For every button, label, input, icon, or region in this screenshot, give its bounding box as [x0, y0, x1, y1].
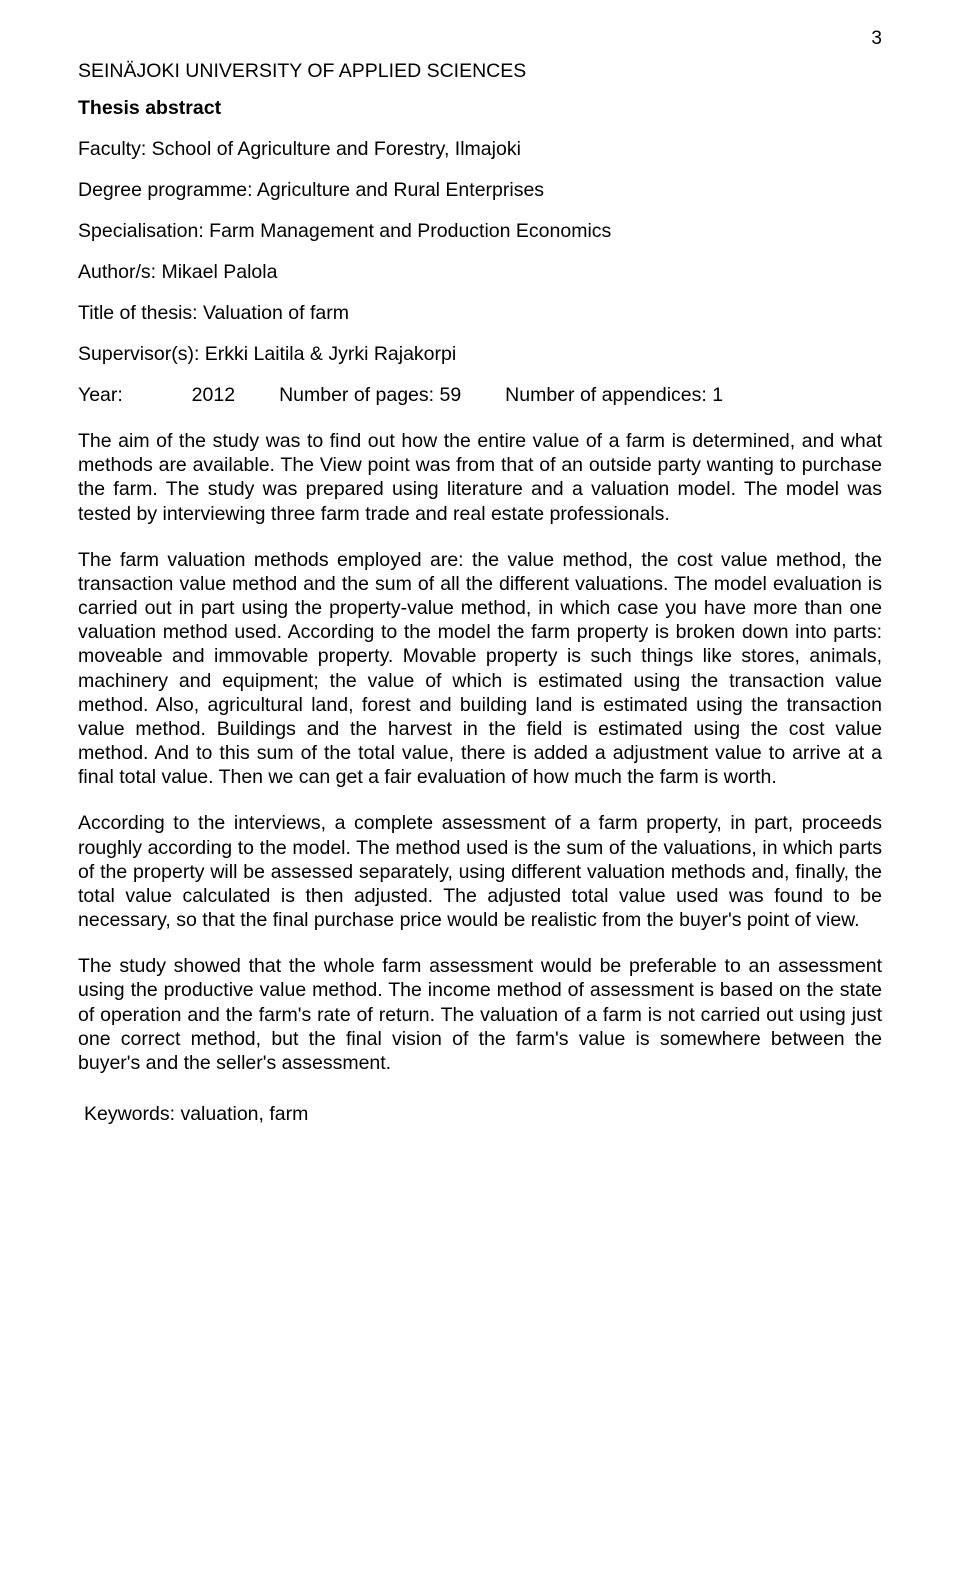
abstract-paragraph-2: The farm valuation methods employed are:… [78, 548, 882, 790]
year-label: Year: [78, 384, 123, 406]
year-cell: Year: 2012 [78, 384, 235, 407]
university-name: SEINÄJOKI UNIVERSITY OF APPLIED SCIENCES [78, 60, 882, 83]
thesis-abstract-heading: Thesis abstract [78, 97, 882, 120]
faculty-line: Faculty: School of Agriculture and Fores… [78, 138, 882, 161]
keywords-line: Keywords: valuation, farm [84, 1103, 882, 1126]
year-value: 2012 [192, 384, 235, 406]
supervisors-line: Supervisor(s): Erkki Laitila & Jyrki Raj… [78, 343, 882, 366]
appendices-cell: Number of appendices: 1 [505, 384, 723, 407]
year-pages-row: Year: 2012 Number of pages: 59 Number of… [78, 384, 882, 407]
title-of-thesis-line: Title of thesis: Valuation of farm [78, 302, 882, 325]
abstract-paragraph-1: The aim of the study was to find out how… [78, 429, 882, 526]
pages-cell: Number of pages: 59 [279, 384, 461, 407]
specialisation-line: Specialisation: Farm Management and Prod… [78, 220, 882, 243]
degree-programme-line: Degree programme: Agriculture and Rural … [78, 179, 882, 202]
abstract-paragraph-4: The study showed that the whole farm ass… [78, 954, 882, 1075]
authors-line: Author/s: Mikael Palola [78, 261, 882, 284]
page-number: 3 [871, 28, 882, 50]
abstract-paragraph-3: According to the interviews, a complete … [78, 811, 882, 932]
document-page: 3 SEINÄJOKI UNIVERSITY OF APPLIED SCIENC… [0, 0, 960, 1588]
